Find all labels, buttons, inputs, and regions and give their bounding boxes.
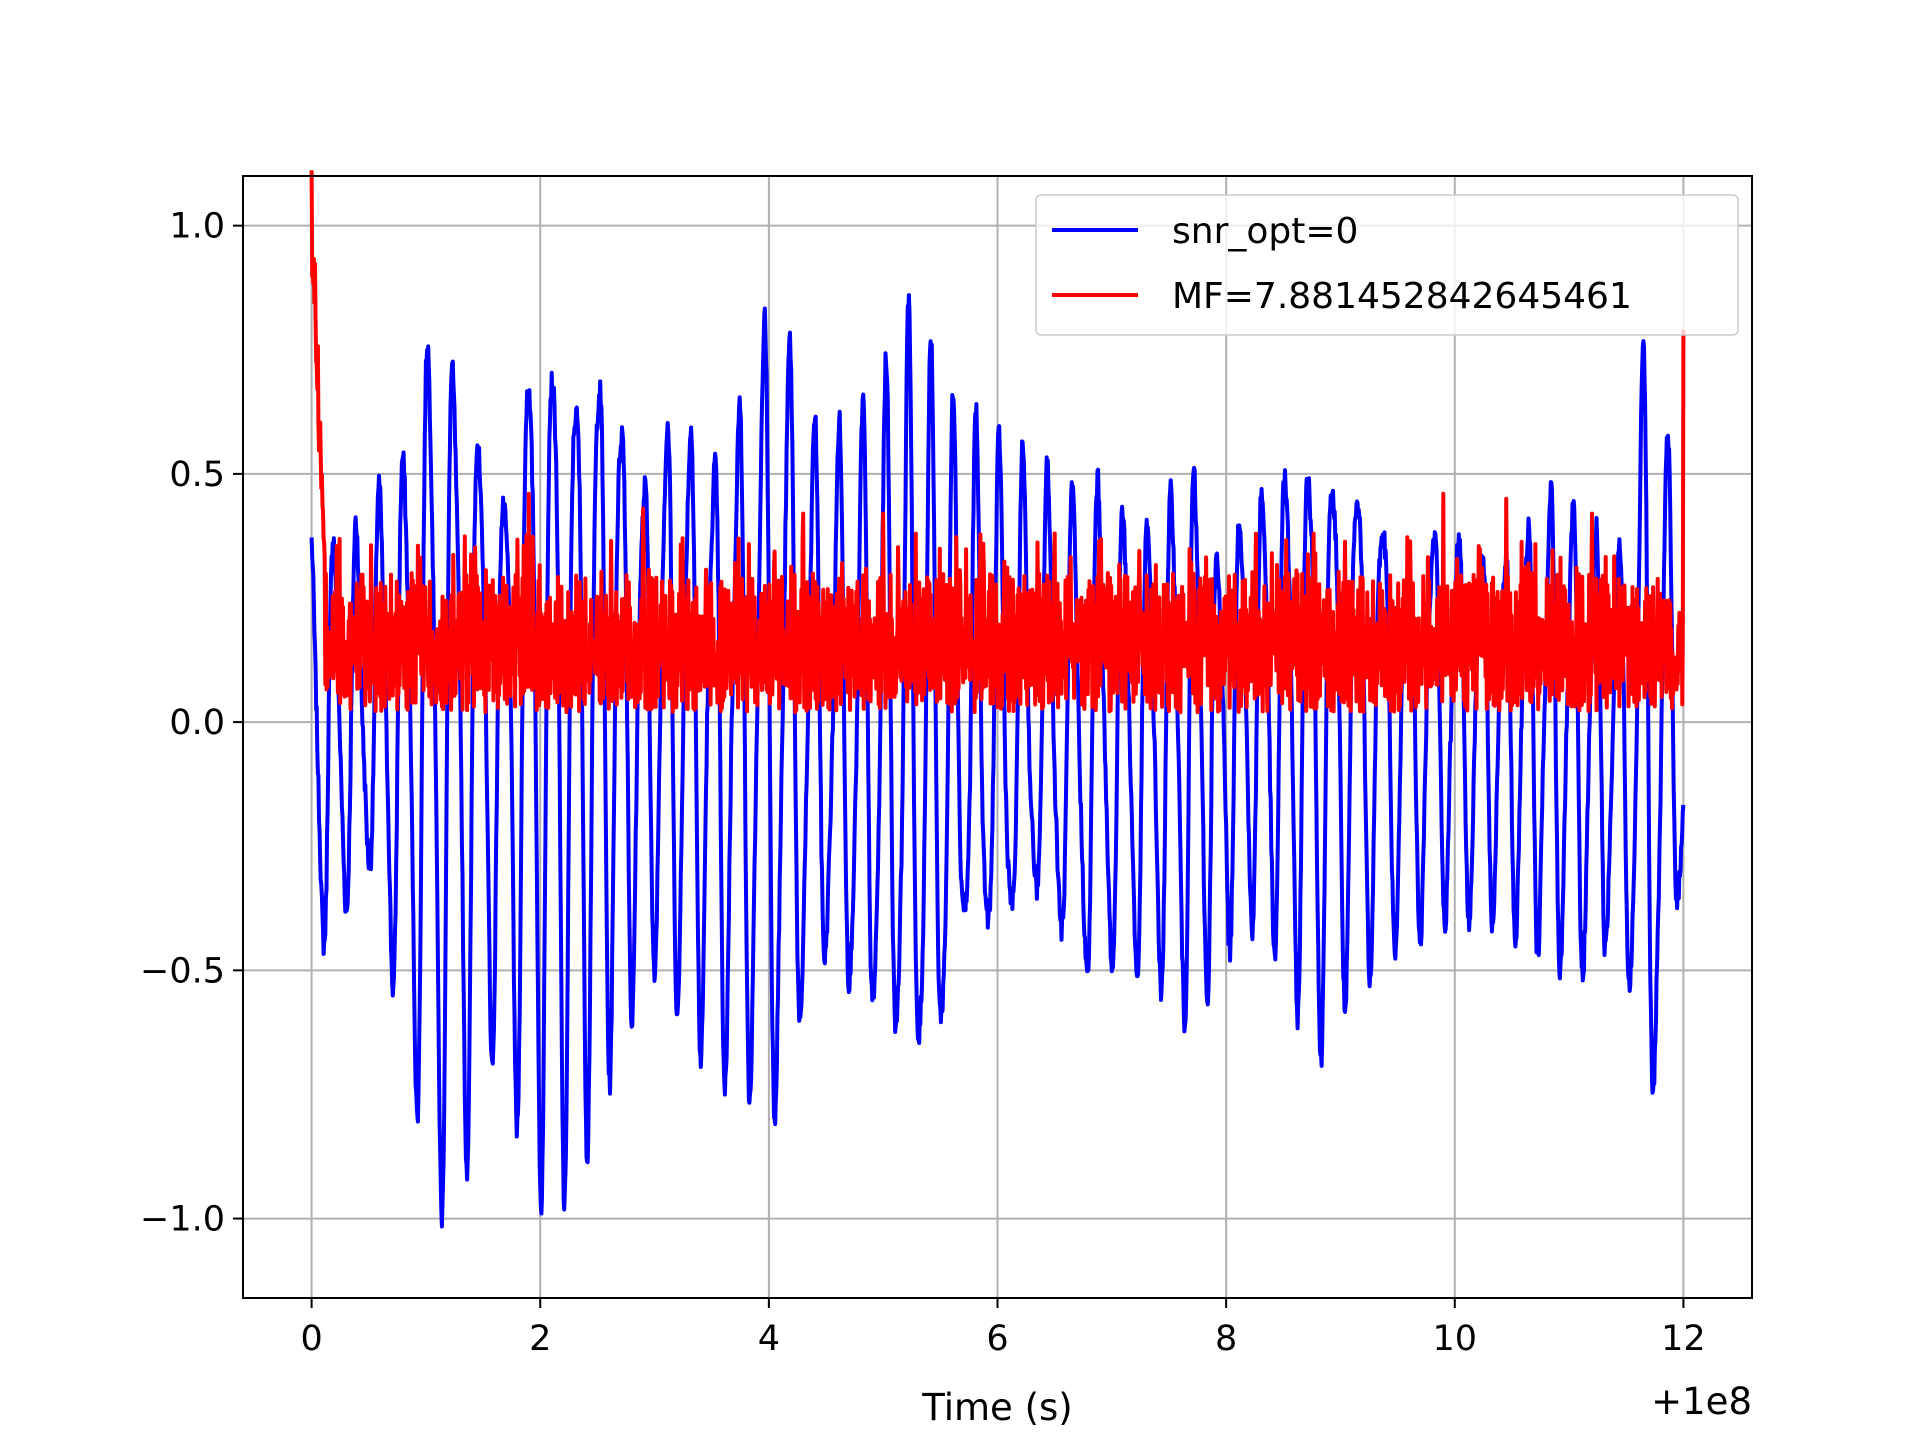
x-tick-label: 2 [529, 1319, 551, 1359]
x-tick-label: 8 [1215, 1319, 1237, 1359]
y-tick-label: −0.5 [140, 951, 225, 991]
x-tick-label: 12 [1661, 1319, 1706, 1359]
legend-label-snr-opt: snr_opt=0 [1172, 211, 1358, 252]
y-tick-label: 0.5 [169, 455, 225, 495]
x-axis-offset-label: +1e8 [1651, 1380, 1752, 1423]
y-tick-label: 0.0 [169, 703, 225, 743]
legend-box [1035, 194, 1739, 336]
x-tick-label: 4 [758, 1319, 780, 1359]
x-tick-label: 6 [986, 1319, 1008, 1359]
y-tick-label: 1.0 [169, 207, 225, 247]
x-axis-label: Time (s) [921, 1386, 1072, 1429]
series-line-mf [309, 170, 1686, 715]
x-tick-label: 0 [300, 1319, 322, 1359]
x-tick-label: 10 [1432, 1319, 1477, 1359]
axis-ticks: 0 2 4 6 8 10 12 1.0 0.5 0.0 −0.5 −1.0 [140, 207, 1706, 1359]
legend-label-mf: MF=7.881452842645461 [1172, 276, 1632, 317]
legend: snr_opt=0 MF=7.881452842645461 [1035, 194, 1739, 336]
series-layer [309, 170, 1686, 1229]
y-tick-label: −1.0 [140, 1200, 225, 1240]
